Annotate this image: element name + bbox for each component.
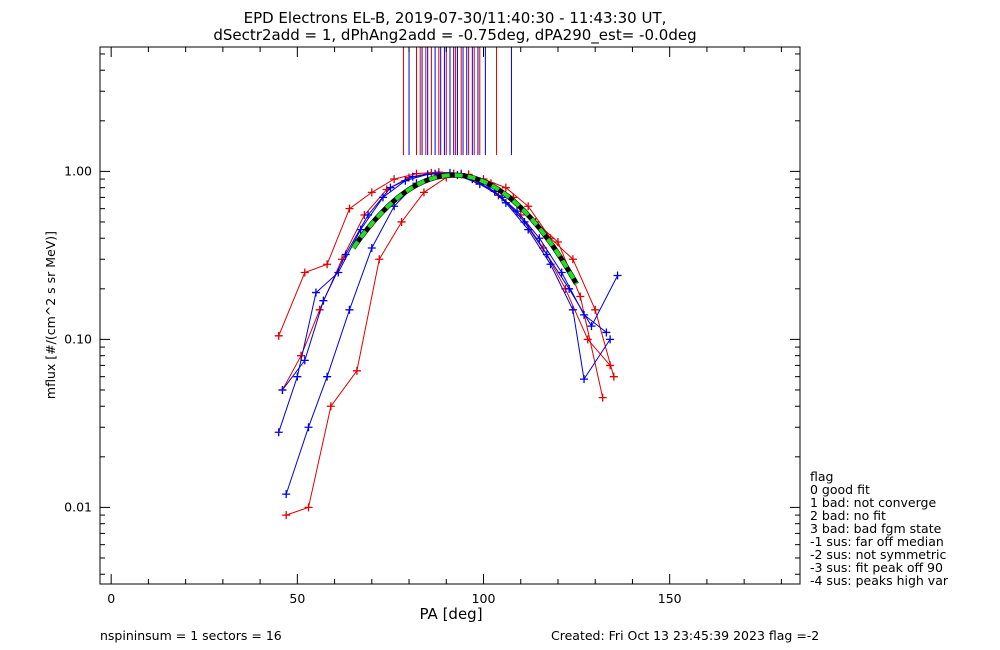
series-1 xyxy=(282,170,607,520)
data-point xyxy=(501,198,510,207)
data-point xyxy=(390,175,399,184)
data-point xyxy=(345,204,354,213)
legend-item: 1 bad: not converge xyxy=(810,495,936,510)
data-point xyxy=(274,331,283,340)
series-line xyxy=(285,173,611,495)
footer-right: Created: Fri Oct 13 23:45:39 2023 flag =… xyxy=(551,628,819,643)
data-point xyxy=(587,322,596,331)
data-point xyxy=(598,393,607,402)
x-tick-label: 150 xyxy=(658,591,682,606)
data-point xyxy=(274,428,283,437)
x-tick-label: 0 xyxy=(107,591,115,606)
legend-item: -3 sus: fit peak off 90 xyxy=(810,560,943,575)
data-point xyxy=(367,243,376,252)
plot-content xyxy=(274,47,622,520)
legend-title: flag xyxy=(810,469,833,484)
data-point xyxy=(427,168,436,177)
legend-item: 2 bad: no fit xyxy=(810,508,886,523)
data-point xyxy=(311,288,320,297)
legend-item: 0 good fit xyxy=(810,482,870,497)
y-tick-label: 0.10 xyxy=(64,331,92,346)
data-point xyxy=(568,255,577,264)
data-point xyxy=(408,172,417,181)
data-point xyxy=(386,183,395,192)
series-line xyxy=(278,172,607,433)
data-point xyxy=(419,188,428,197)
data-point xyxy=(300,268,309,277)
series-4 xyxy=(282,170,615,499)
data-point xyxy=(501,183,510,192)
data-point xyxy=(423,170,432,179)
data-point xyxy=(282,511,291,520)
data-point xyxy=(568,305,577,314)
legend-item: 3 bad: bad fgm state xyxy=(810,521,942,536)
data-point xyxy=(613,271,622,280)
data-point xyxy=(576,292,585,301)
legend-item: -4 sus: peaks high var xyxy=(810,573,949,588)
axes: 0 50 100 150 0.01 0.10 1.00 xyxy=(64,47,800,606)
data-point xyxy=(375,255,384,264)
data-point xyxy=(553,237,562,246)
x-tick-label: 100 xyxy=(472,591,496,606)
y-tick-label: 1.00 xyxy=(64,163,92,178)
series-5 xyxy=(274,168,611,437)
data-point xyxy=(401,176,410,185)
data-point xyxy=(606,335,615,344)
data-point xyxy=(513,207,522,216)
data-point xyxy=(609,372,618,381)
series-3 xyxy=(278,169,622,394)
data-point xyxy=(378,193,387,202)
data-point xyxy=(282,490,291,499)
data-point xyxy=(304,423,313,432)
plot-frame xyxy=(99,46,801,585)
data-point xyxy=(345,305,354,314)
data-point xyxy=(583,335,592,344)
legend-item: -1 sus: far off median xyxy=(810,534,944,549)
data-point xyxy=(356,225,365,234)
data-point xyxy=(304,503,313,512)
data-point xyxy=(326,402,335,411)
legend-item: -2 sus: not symmetric xyxy=(810,547,946,562)
flag-legend: flag 0 good fit 1 bad: not converge 2 ba… xyxy=(810,469,949,588)
data-point xyxy=(557,268,566,277)
data-point xyxy=(323,260,332,269)
y-tick-label: 0.01 xyxy=(64,499,92,514)
footer-left: nspininsum = 1 sectors = 16 xyxy=(100,628,282,643)
fit-curve xyxy=(351,173,579,286)
series-0 xyxy=(274,168,618,381)
data-point xyxy=(397,217,406,226)
series-line xyxy=(286,173,604,516)
chart-title: EPD Electrons EL-B, 2019-07-30/11:40:30 … xyxy=(244,9,667,27)
data-point xyxy=(293,372,302,381)
data-point xyxy=(367,188,376,197)
data-point xyxy=(524,202,533,211)
x-axis-label: PA [deg] xyxy=(419,605,482,623)
series-line xyxy=(282,173,619,391)
data-point xyxy=(591,305,600,314)
data-point xyxy=(580,310,589,319)
data-point xyxy=(535,234,544,243)
chart-subtitle: dSectr2add = 1, dPhAng2add = -0.75deg, d… xyxy=(213,26,696,45)
data-point xyxy=(300,356,309,365)
data-point xyxy=(602,328,611,337)
data-point xyxy=(278,385,287,394)
x-tick-label: 50 xyxy=(289,591,305,606)
series-line xyxy=(281,172,611,391)
data-point xyxy=(352,366,361,375)
data-point xyxy=(606,361,615,370)
data-point xyxy=(546,260,555,269)
data-point xyxy=(323,372,332,381)
data-point xyxy=(580,375,589,384)
data-point xyxy=(524,225,533,234)
data-point xyxy=(319,296,328,305)
data-point xyxy=(334,268,343,277)
y-axis-label: mflux [#/(cm^2 s sr MeV)] xyxy=(43,231,58,399)
series-line xyxy=(278,171,615,377)
